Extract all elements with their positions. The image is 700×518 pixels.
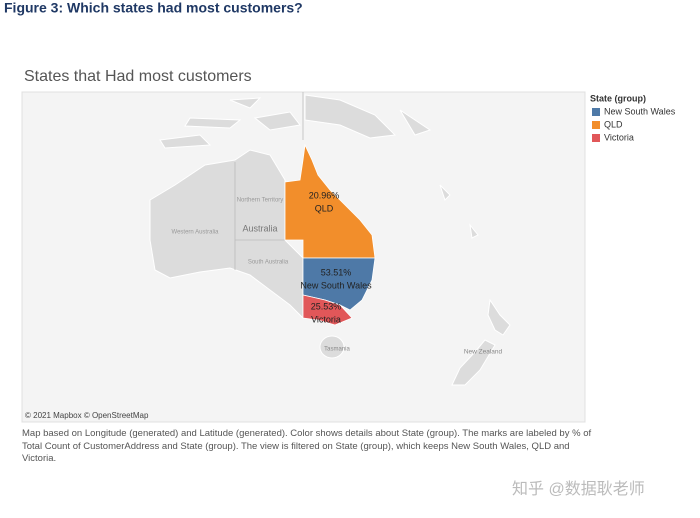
new-zealand	[451, 298, 511, 386]
borders	[234, 92, 304, 270]
note: Map based on Longitude (generated) and L…	[22, 428, 592, 464]
legend: New South Wales QLD Victoria	[592, 106, 676, 142]
legend-swatch	[592, 108, 600, 116]
value-label: 20.96%	[309, 190, 340, 200]
legend-swatch	[592, 134, 600, 142]
legend-swatch	[592, 121, 600, 129]
value-label: 25.53%	[311, 301, 342, 311]
base-label: Western Australia	[172, 230, 220, 236]
tasmania	[319, 335, 345, 359]
legend-label: Victoria	[604, 132, 634, 142]
islands	[159, 94, 479, 239]
state-label: Victoria	[311, 314, 341, 324]
base-label: Tasmania	[324, 347, 350, 353]
state-label: New South Wales	[300, 280, 372, 290]
figure-caption: Figure 3: Which states had most customer…	[4, 0, 303, 16]
base-label: New Zealand	[464, 349, 503, 356]
legend-title: State (group)	[590, 93, 646, 103]
states: 20.96% QLD 53.51% New South Wales 25.53% Vict…	[284, 143, 376, 326]
chart-title: States that Had most customers	[24, 68, 252, 85]
legend-label: New South Wales	[604, 106, 676, 116]
base-label: Northern Territory	[237, 198, 284, 204]
attribution: © 2021 Mapbox © OpenStreetMap	[25, 411, 149, 420]
base-label: Australia	[242, 223, 277, 233]
state-region	[302, 294, 353, 326]
legend-label: QLD	[604, 119, 623, 129]
state-label: QLD	[315, 203, 334, 213]
base-label: South Australia	[248, 260, 289, 266]
base-map	[149, 94, 511, 386]
watermark: 知乎 @数据耿老师	[512, 480, 645, 498]
value-label: 53.51%	[321, 267, 352, 277]
